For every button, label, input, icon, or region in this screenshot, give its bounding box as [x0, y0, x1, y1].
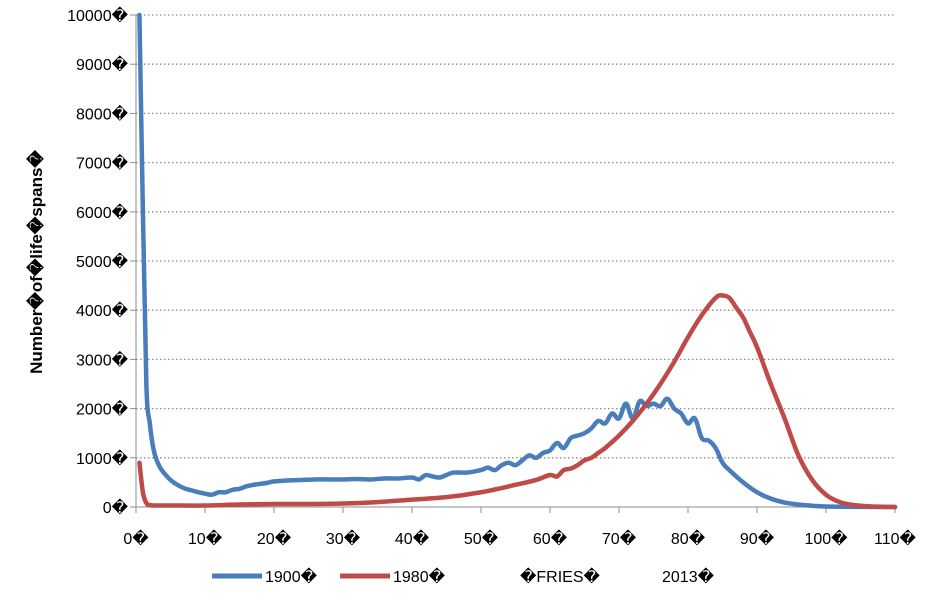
x-tick-label: 20� — [257, 529, 292, 548]
y-tick-label: 8000� — [76, 104, 129, 123]
y-tick-label: 3000� — [76, 350, 129, 369]
y-tick-label: 7000� — [76, 154, 129, 173]
y-tick-label: 6000� — [76, 203, 129, 222]
x-tick-label: 40� — [395, 529, 430, 548]
y-tick-label: 1000� — [76, 449, 129, 468]
y-axis-label: Number�of�life�spans� — [26, 150, 46, 374]
y-tick-label: 10000� — [67, 6, 128, 25]
x-tick-label: 90� — [740, 529, 775, 548]
x-tick-label: 10� — [188, 529, 223, 548]
series-line-0 — [137, 12, 898, 510]
y-tick-label: 5000� — [76, 252, 129, 271]
y-tick-label: 0� — [103, 498, 129, 517]
legend: 1900� 1980� �FRIES� 2013� — [212, 567, 715, 586]
legend-label-1900: 1900� — [265, 567, 318, 586]
y-tick-label: 9000� — [76, 55, 129, 74]
x-tick-label: 100� — [804, 529, 848, 548]
x-tick-label: 110� — [874, 529, 917, 548]
x-tick-label: 0� — [123, 529, 149, 548]
x-tick-labels: 0� 10� 20� 30� 40� 50� 60� 70� 80� 90� 100� 110� — [123, 529, 916, 548]
legend-label-1980: 1980� — [393, 567, 446, 586]
y-tick-labels: 0� 1000� 2000� 3000� 4000� 5000� 6000� 7000� 800… — [67, 6, 129, 517]
data-series — [137, 12, 898, 510]
y-tick-label: 4000� — [76, 301, 129, 320]
gridlines — [136, 14, 895, 459]
x-tick-label: 50� — [464, 529, 499, 548]
x-tick-label: 80� — [671, 529, 706, 548]
legend-label-fries: �FRIES� — [520, 567, 601, 586]
x-tick-label: 60� — [533, 529, 568, 548]
axes — [130, 14, 896, 513]
x-tick-label: 30� — [326, 529, 361, 548]
legend-label-2013: 2013� — [662, 567, 715, 586]
y-tick-label: 2000� — [76, 400, 129, 419]
series-line-1 — [137, 293, 898, 510]
x-tick-label: 70� — [602, 529, 637, 548]
